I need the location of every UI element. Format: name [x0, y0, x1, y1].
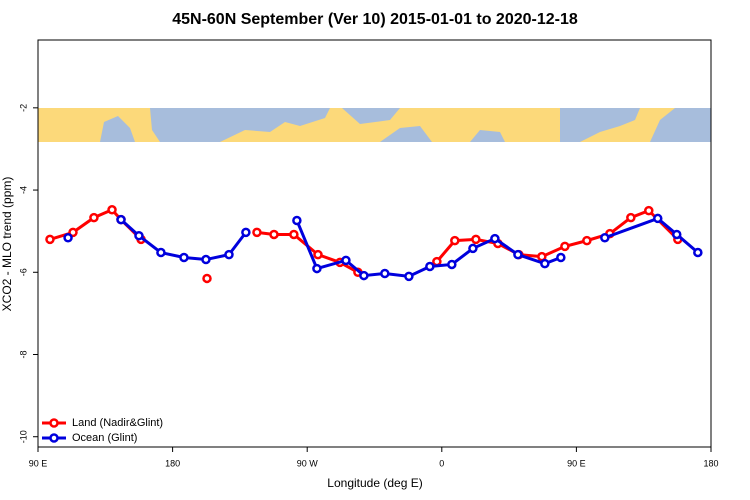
data-point	[116, 214, 126, 225]
data-point	[471, 234, 481, 245]
data-point	[134, 230, 144, 241]
x-tick-label: 90 E	[567, 458, 586, 468]
data-point	[404, 271, 414, 282]
data-point	[289, 229, 299, 240]
data-point	[45, 234, 55, 245]
data-point	[252, 227, 262, 238]
data-point	[107, 205, 117, 215]
data-point	[312, 263, 322, 274]
y-axis-label: XCO2 - MLO trend (ppm)	[0, 177, 14, 312]
ocean	[150, 108, 330, 142]
data-point	[359, 270, 369, 281]
data-point	[693, 247, 703, 258]
ocean	[342, 108, 400, 124]
x-tick-label: 180	[703, 458, 718, 468]
data-point	[380, 268, 390, 279]
data-point	[540, 258, 550, 269]
data-point	[269, 229, 279, 240]
data-point	[582, 235, 592, 246]
data-point	[201, 254, 211, 265]
y-tick-label: -10	[18, 430, 28, 443]
data-point	[513, 249, 523, 260]
data-point	[450, 235, 460, 246]
x-axis-label: Longitude (deg E)	[327, 476, 422, 490]
data-point	[156, 247, 166, 258]
y-tick-label: -4	[18, 186, 28, 194]
data-point	[425, 261, 435, 272]
data-point	[556, 252, 566, 263]
data-point	[626, 212, 636, 223]
y-tick-label: -2	[18, 104, 28, 112]
data-point	[600, 232, 610, 243]
legend-label: Ocean (Glint)	[72, 432, 137, 444]
data-point	[241, 227, 251, 238]
x-tick-label: 180	[165, 458, 180, 468]
data-point	[432, 256, 442, 267]
ocean	[470, 130, 505, 142]
legend-marker	[49, 418, 59, 428]
data-point	[447, 259, 457, 270]
data-point	[644, 205, 654, 216]
data-point	[224, 249, 234, 260]
legend-label: Land (Nadir&Glint)	[72, 417, 163, 429]
data-point	[341, 255, 351, 266]
data-point	[468, 243, 478, 254]
data-point	[89, 212, 99, 223]
x-tick-label: 0	[439, 458, 444, 468]
y-tick-label: -6	[18, 268, 28, 276]
data-point	[313, 249, 323, 260]
ocean	[650, 108, 711, 142]
chart-title: 45N-60N September (Ver 10) 2015-01-01 to…	[172, 11, 578, 28]
data-point	[68, 227, 78, 238]
series-line	[120, 216, 699, 278]
ocean	[100, 116, 135, 142]
data-point	[672, 229, 682, 240]
data-point	[63, 232, 73, 243]
y-tick-label: -8	[18, 350, 28, 358]
data-point	[179, 252, 189, 263]
data-point	[292, 215, 302, 226]
data-point	[202, 273, 212, 284]
ocean	[560, 108, 640, 142]
plot-frame	[37, 39, 712, 448]
map-band	[38, 108, 711, 142]
x-tick-label: 90 W	[297, 458, 319, 468]
x-tick-label: 90 E	[29, 458, 48, 468]
ocean	[380, 126, 432, 142]
data-point	[653, 213, 663, 224]
legend-marker	[49, 433, 59, 443]
data-point	[490, 233, 500, 244]
data-point	[560, 241, 570, 252]
